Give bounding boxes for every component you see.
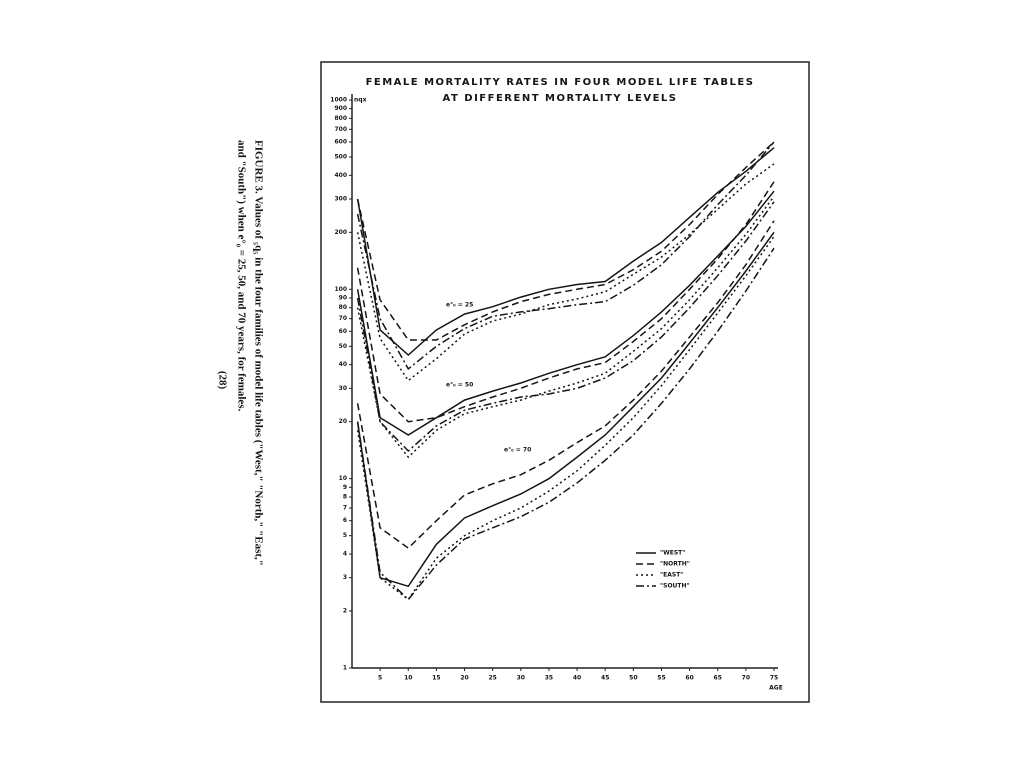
y-tick-label: 700	[334, 126, 347, 133]
series-line	[356, 190, 775, 436]
series-line	[356, 163, 775, 382]
x-tick-label: 5	[378, 675, 382, 682]
series-line	[356, 220, 775, 550]
y-tick-label: 500	[334, 153, 347, 160]
x-tick-label: 20	[460, 675, 468, 682]
y-tick-label: 200	[334, 229, 347, 236]
x-tick-label: 10	[404, 675, 412, 682]
y-axis-label: nqx	[354, 97, 367, 104]
y-tick-label: 60	[339, 328, 347, 335]
y-tick-label: 900	[334, 105, 347, 112]
y-tick-label: 600	[334, 139, 347, 146]
level-label: e°₀ = 50	[446, 382, 473, 389]
legend-label: "NORTH"	[660, 561, 690, 568]
chart-frame	[320, 61, 810, 703]
x-tick-label: 75	[770, 675, 778, 682]
x-tick-label: 45	[601, 675, 609, 682]
y-tick-label: 5	[343, 532, 347, 539]
x-axis-label: AGE	[769, 685, 783, 692]
x-tick-label: 35	[545, 675, 553, 682]
chart-title: AT DIFFERENT MORTALITY LEVELS	[443, 93, 678, 104]
y-tick-label: 7	[343, 504, 347, 511]
legend-label: "SOUTH"	[660, 583, 690, 590]
legend-label: "EAST"	[660, 572, 683, 579]
y-tick-label: 20	[339, 418, 347, 425]
y-tick-label: 800	[334, 115, 347, 122]
x-tick-label: 15	[432, 675, 440, 682]
y-tick-label: 3	[343, 574, 347, 581]
level-label: e°₀ = 70	[504, 447, 531, 454]
series-line	[356, 247, 775, 601]
legend-label: "WEST"	[660, 550, 685, 557]
y-tick-label: 50	[339, 343, 347, 350]
y-tick-label: 9	[343, 484, 347, 491]
x-tick-label: 25	[488, 675, 496, 682]
x-tick-label: 50	[629, 675, 637, 682]
y-tick-label: 70	[339, 315, 347, 322]
y-tick-label: 6	[343, 517, 347, 524]
caption: FIGURE 3. Values of ₅q₅ in the four fami…	[252, 140, 264, 566]
y-tick-label: 40	[339, 361, 347, 368]
level-label: e°₀ = 25	[446, 302, 473, 309]
series-line	[356, 141, 775, 371]
caption: (28)	[216, 371, 228, 390]
chart-title: FEMALE MORTALITY RATES IN FOUR MODEL LIF…	[366, 77, 755, 88]
y-tick-label: 100	[334, 286, 347, 293]
series-line	[356, 141, 775, 341]
x-tick-label: 55	[657, 675, 665, 682]
y-tick-label: 1000	[330, 97, 347, 104]
y-tick-label: 400	[334, 172, 347, 179]
x-tick-label: 40	[573, 675, 581, 682]
y-tick-label: 30	[339, 385, 347, 392]
x-tick-label: 70	[742, 675, 750, 682]
series-line	[356, 231, 775, 588]
x-tick-label: 65	[714, 675, 722, 682]
series-line	[356, 181, 775, 423]
x-tick-label: 30	[517, 675, 525, 682]
y-tick-label: 10	[339, 475, 347, 482]
y-tick-label: 4	[343, 551, 347, 558]
y-tick-label: 8	[343, 494, 347, 501]
y-tick-label: 90	[339, 294, 347, 301]
series-line	[356, 147, 775, 357]
series-line	[356, 195, 775, 459]
y-tick-label: 80	[339, 304, 347, 311]
y-tick-label: 2	[343, 608, 347, 615]
series-line	[356, 201, 775, 453]
x-tick-label: 60	[685, 675, 693, 682]
caption: and "South") when e°₀ = 25, 50, and 70 y…	[235, 140, 247, 412]
y-tick-label: 300	[334, 195, 347, 202]
y-tick-label: 1	[343, 665, 347, 672]
